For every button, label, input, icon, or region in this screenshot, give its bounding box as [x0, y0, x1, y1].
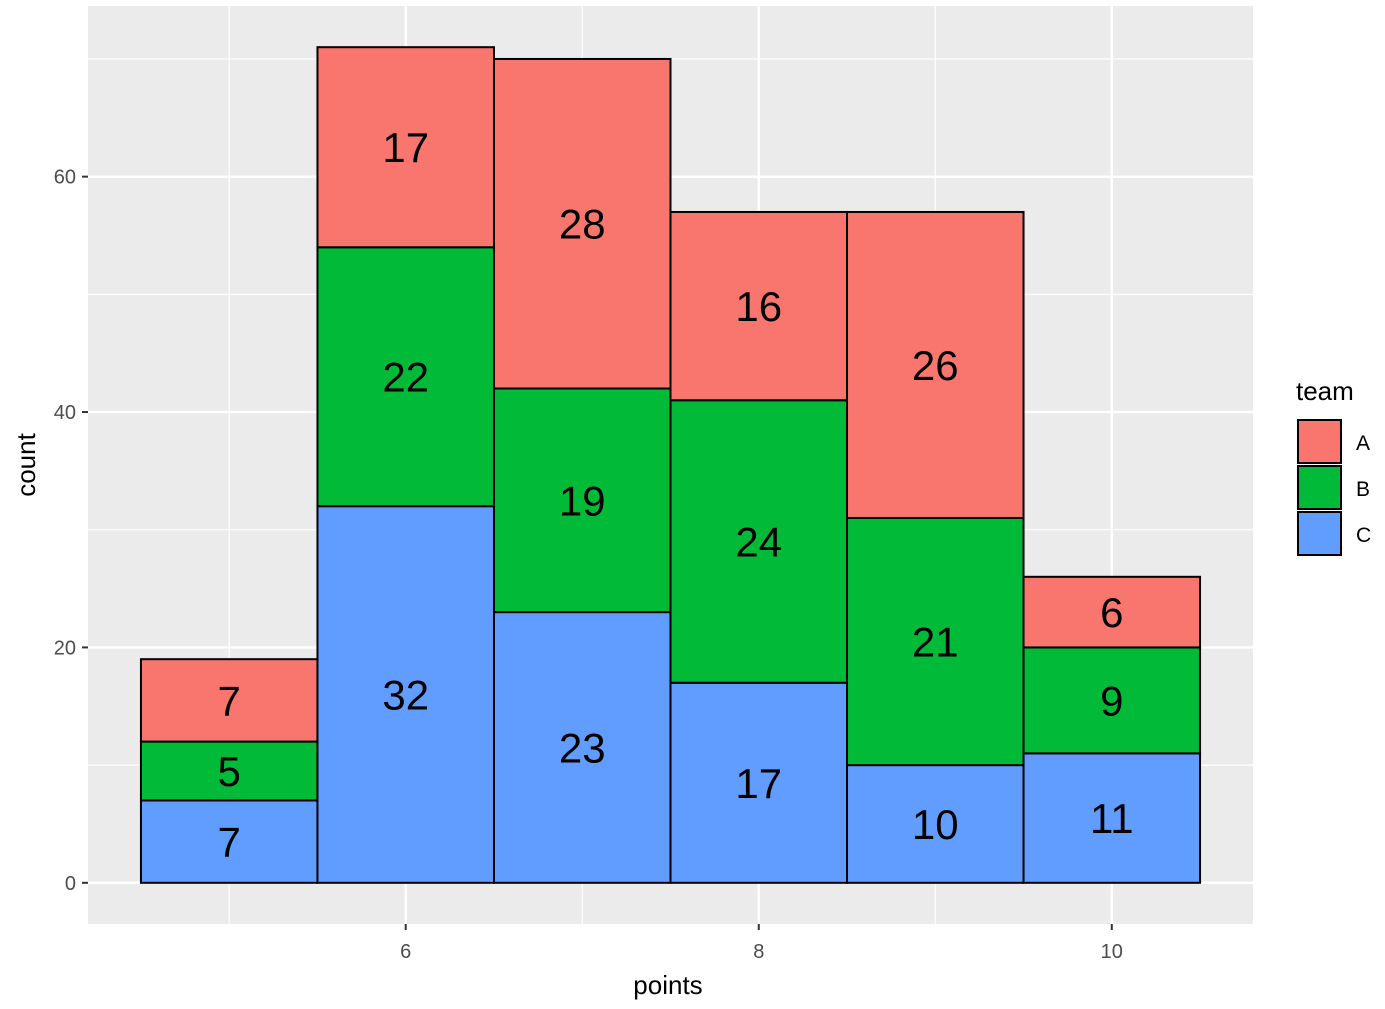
y-tick-label: 60: [54, 167, 76, 189]
bar-label-a-8: 16: [735, 283, 782, 330]
bar-segment-c-5: [139, 799, 319, 884]
bar-label-c-8: 17: [735, 760, 782, 807]
bar-label-b-10: 9: [1100, 677, 1123, 724]
bar-segment-a-7: [492, 57, 672, 390]
bar-label-c-7: 23: [559, 724, 606, 771]
bar-labels: 7 5 7 32 22 17 23 19 28 17 24 16 10 21 26 11 9 6: [218, 124, 1134, 865]
legend: team ABC: [1296, 376, 1371, 556]
y-axis: 0 20 40 60: [54, 167, 88, 895]
bar-segment-a-9: [846, 210, 1025, 519]
legend-label-b: B: [1356, 478, 1370, 501]
legend-label-c: C: [1356, 524, 1371, 547]
x-axis-title: points: [633, 970, 702, 1000]
bar-label-c-10: 11: [1090, 795, 1134, 842]
y-tick-label: 20: [54, 637, 76, 659]
x-tick-label: 8: [753, 941, 764, 963]
x-tick-label: 6: [400, 941, 411, 963]
bar-label-a-10: 6: [1100, 589, 1123, 636]
bar-segment-b-10: [1022, 646, 1202, 755]
y-axis-title: count: [11, 432, 41, 496]
bar-label-b-7: 19: [559, 477, 606, 524]
legend-swatch-c: [1297, 511, 1342, 556]
bar-label-a-9: 26: [912, 342, 959, 389]
y-tick-label: 0: [65, 873, 76, 895]
bar-label-c-6: 32: [382, 672, 429, 719]
bars: [139, 46, 1202, 884]
legend-swatch-b: [1297, 465, 1342, 510]
bar-segment-c-8: [669, 681, 849, 884]
bar-label-b-8: 24: [735, 519, 782, 566]
bar-segment-a-5: [139, 658, 319, 743]
bar-label-a-5: 7: [218, 677, 241, 724]
bar-segment-c-6: [316, 505, 495, 884]
legend-label-a: A: [1356, 432, 1370, 455]
bar-segment-b-7: [492, 387, 672, 614]
bar-label-a-6: 17: [382, 124, 429, 171]
bar-label-c-5: 7: [218, 819, 241, 866]
bar-label-a-7: 28: [559, 201, 606, 248]
bar-segment-b-8: [669, 399, 849, 684]
bar-segment-c-10: [1022, 752, 1202, 884]
x-tick-label: 10: [1101, 941, 1123, 963]
bar-label-c-9: 10: [912, 801, 959, 848]
bar-label-b-5: 5: [218, 748, 241, 795]
bar-label-b-6: 22: [382, 354, 429, 401]
legend-title: team: [1296, 376, 1354, 406]
bar-label-b-9: 21: [912, 619, 959, 666]
x-axis: 6 8 10: [400, 924, 1123, 963]
bar-segment-a-6: [316, 46, 495, 249]
bar-segment-a-10: [1022, 575, 1202, 649]
y-tick-label: 40: [54, 402, 76, 424]
legend-swatch-a: [1297, 419, 1342, 464]
